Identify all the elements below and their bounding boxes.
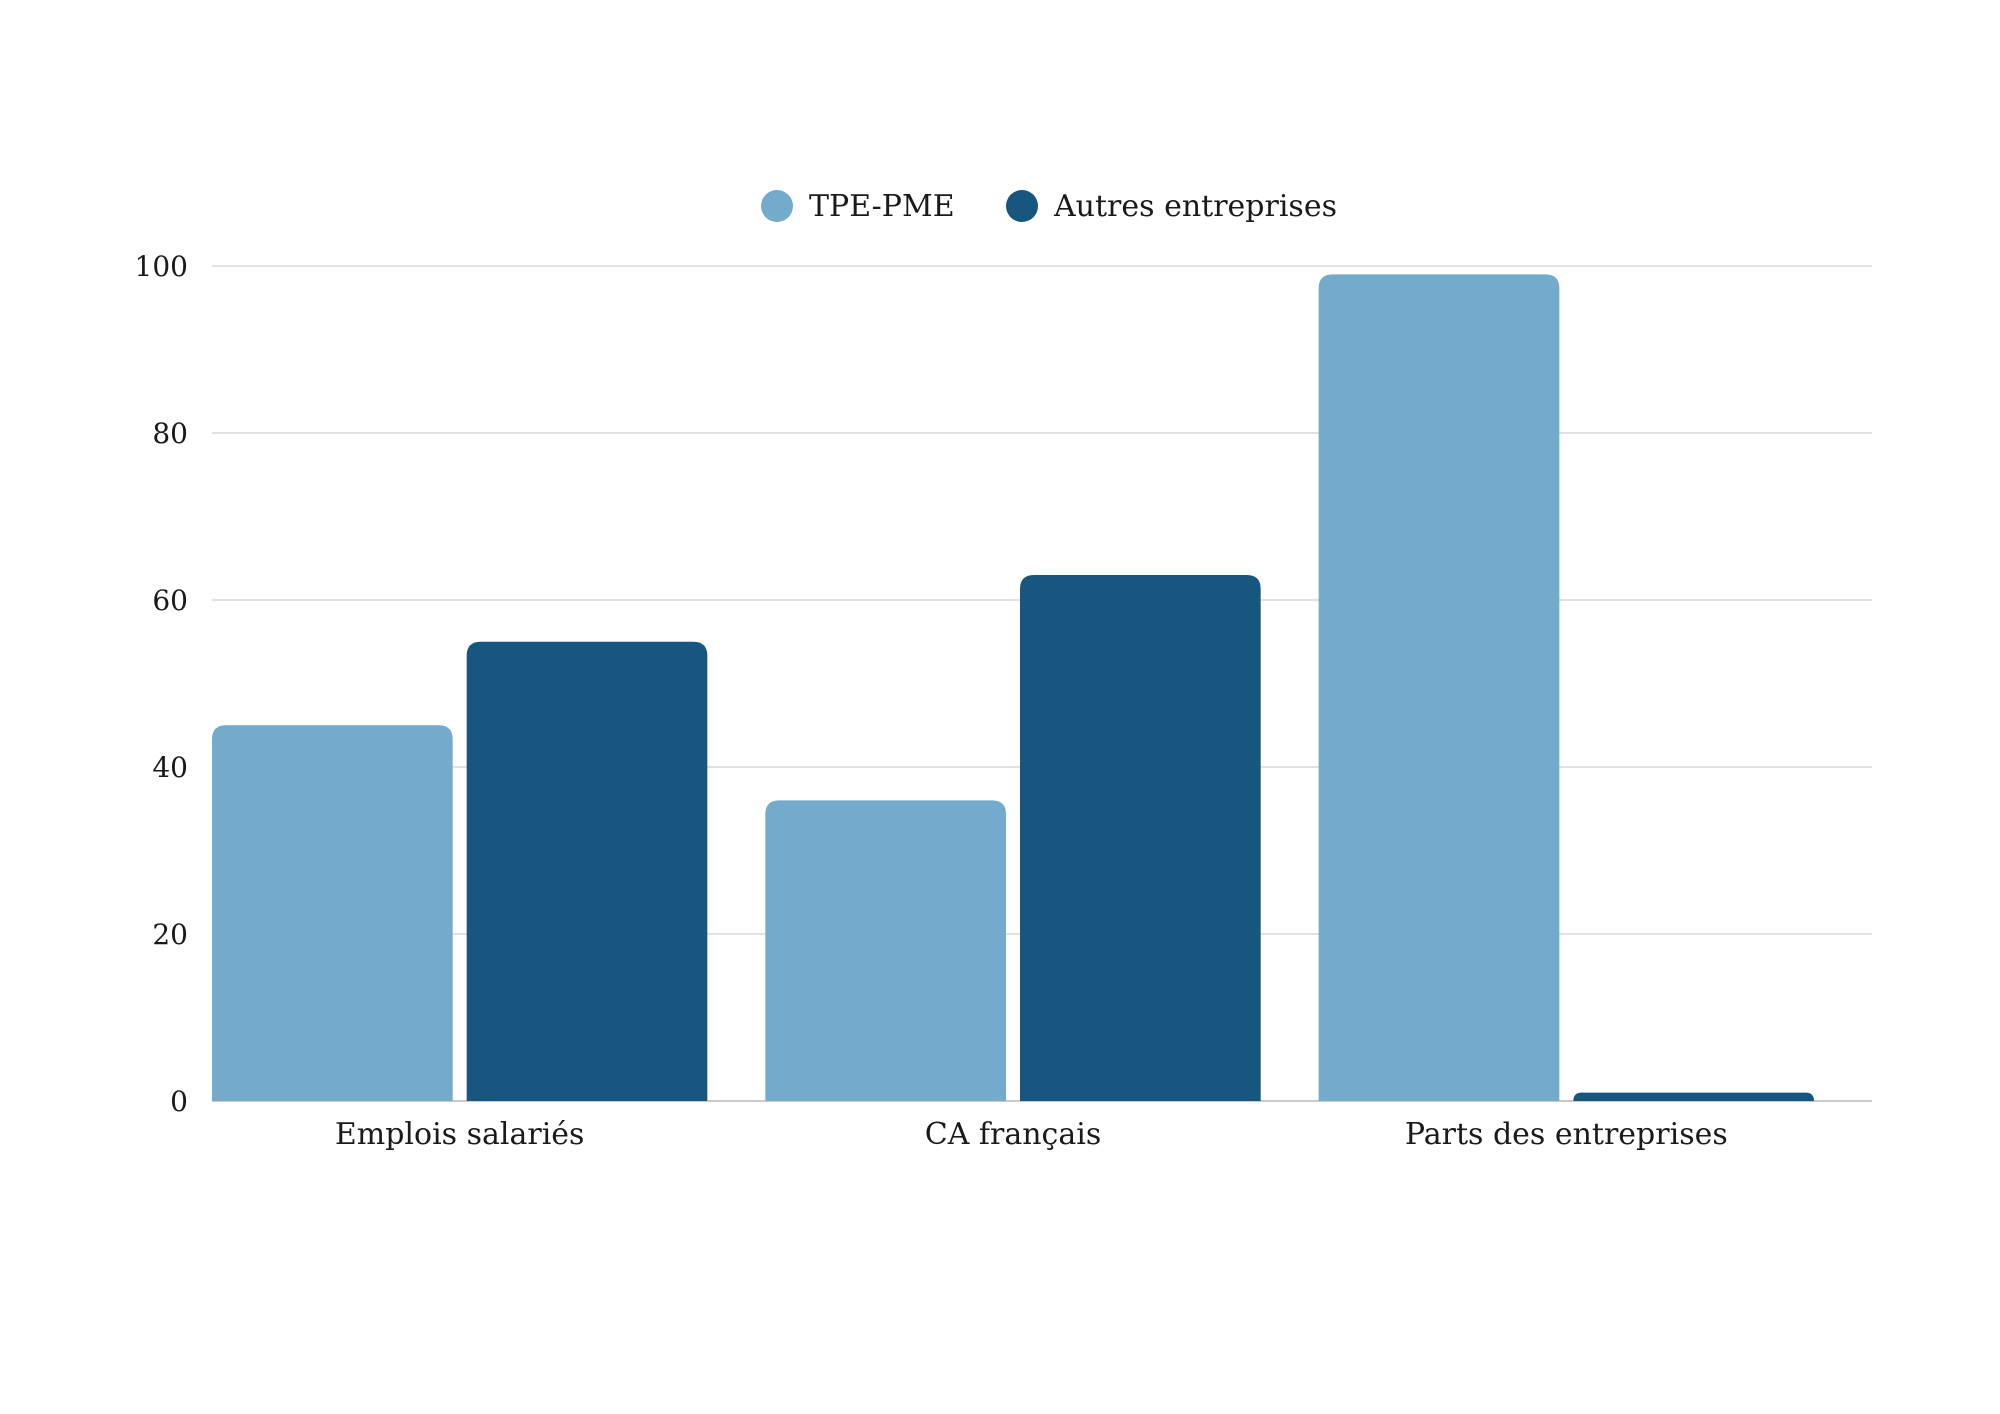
- bar-autres-entreprises-ca-francais: [1020, 574, 1261, 1101]
- legend-label-autres-entreprises: Autres entreprises: [1053, 189, 1337, 224]
- y-tick-label: 60: [152, 584, 188, 617]
- y-tick-label: 40: [152, 751, 188, 784]
- legend-label-tpe-pme: TPE-PME: [809, 189, 955, 224]
- legend: TPE-PME Autres entreprises: [761, 189, 1337, 224]
- y-axis: 0 20 40 60 80 100: [135, 250, 188, 1118]
- y-tick-label: 100: [135, 250, 188, 283]
- y-tick-label: 0: [170, 1085, 188, 1118]
- bar-tpe-pme-parts-des-entreprises: [1318, 274, 1560, 1102]
- bar-autres-entreprises-parts-des-entreprises: [1573, 1092, 1814, 1101]
- x-category-label: Parts des entreprises: [1405, 1117, 1728, 1152]
- x-category-label: CA français: [925, 1117, 1101, 1152]
- x-axis: Emplois salariés CA français Parts des ent…: [335, 1117, 1728, 1152]
- y-tick-label: 80: [152, 417, 188, 450]
- bars: [212, 274, 1814, 1102]
- bar-tpe-pme-emplois-salaries: [212, 725, 453, 1101]
- bar-autres-entreprises-emplois-salaries: [466, 641, 708, 1101]
- bar-tpe-pme-ca-francais: [765, 800, 1006, 1101]
- legend-swatch-tpe-pme: [761, 190, 793, 222]
- x-category-label: Emplois salariés: [335, 1117, 585, 1152]
- y-tick-label: 20: [152, 918, 188, 951]
- legend-swatch-autres-entreprises: [1006, 190, 1038, 222]
